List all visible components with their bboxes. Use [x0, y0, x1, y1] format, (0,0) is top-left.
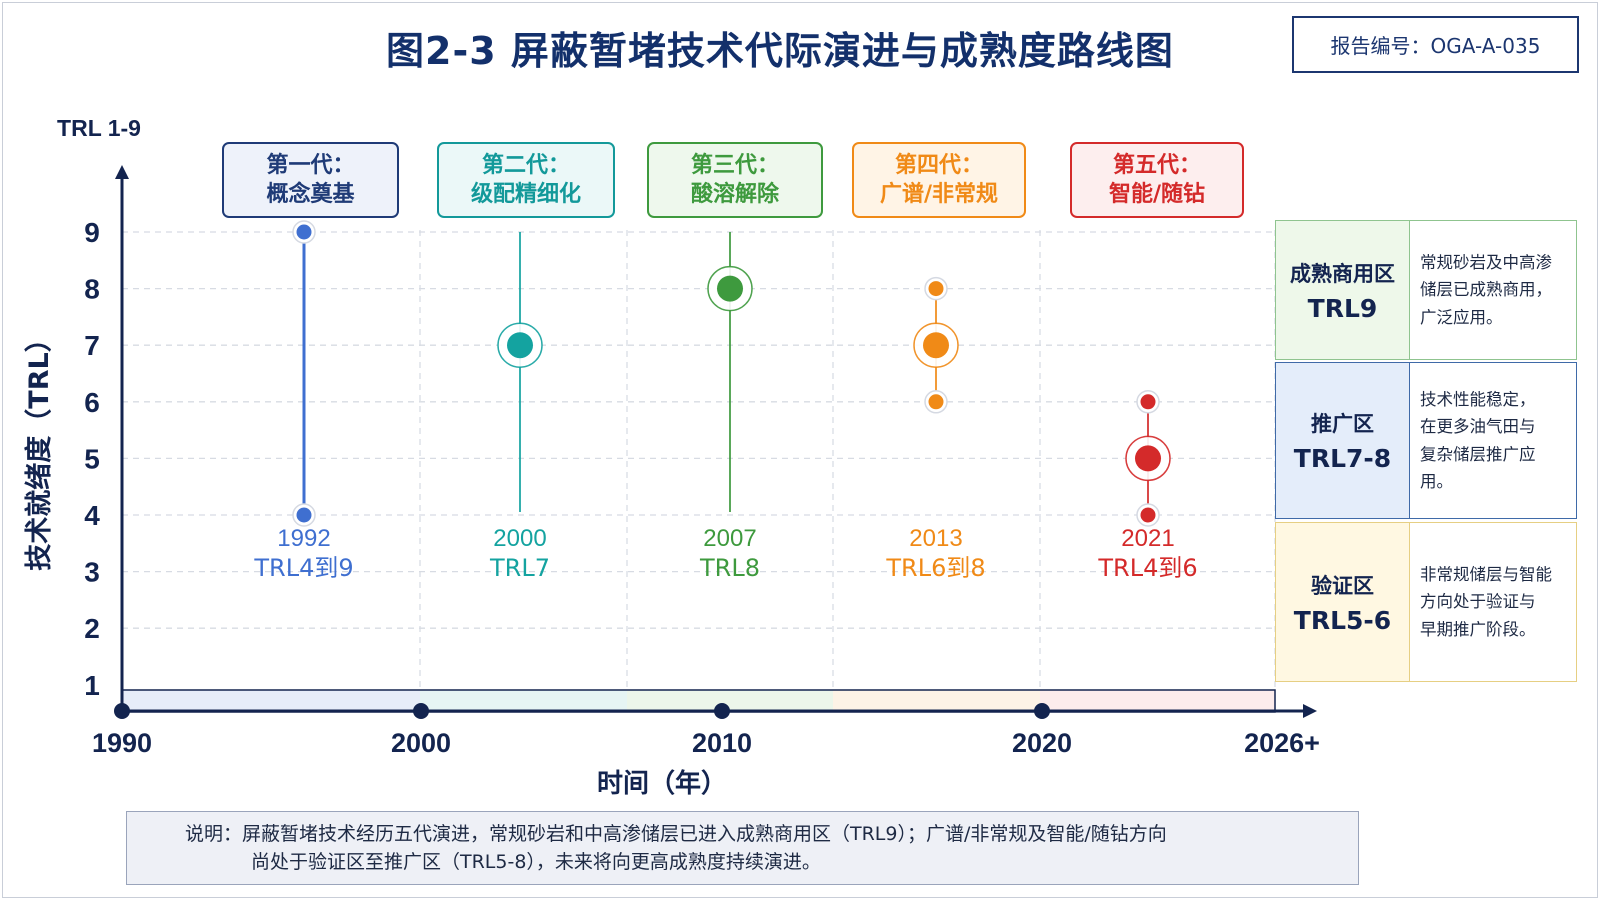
point-2013-6: [928, 394, 944, 410]
data-trl-label-2013: TRL6到8: [885, 554, 985, 582]
report-number-badge: 报告编号：OGA-A-035: [1292, 16, 1579, 73]
data-year-label-2007: 2007: [703, 525, 756, 552]
data-trl-label-2000: TRL7: [489, 554, 550, 582]
zone-trl: TRL7-8: [1293, 444, 1392, 473]
point-1992-4: [296, 507, 312, 523]
generation-box-4: 第四代： 广谱/非常规: [852, 142, 1026, 218]
y-tick-label-7: 7: [84, 330, 100, 361]
generation-theme: 广谱/非常规: [879, 182, 999, 207]
x-tick-dot-2010: [714, 703, 730, 719]
generation-title: 第三代：: [690, 152, 779, 178]
page-title: 图2-3 屏蔽暂堵技术代际演进与成熟度路线图: [386, 29, 1174, 73]
x-tick-dot-2020: [1034, 703, 1050, 719]
y-axis-top-label: TRL 1-9: [57, 115, 141, 141]
point-1992-9: [296, 224, 312, 240]
zone-description-line: 在更多油气田与: [1420, 417, 1536, 437]
zone-description: 技术性能稳定， 在更多油气田与复杂储层推广应用。: [1410, 363, 1576, 518]
x-tick-label-2026+: 2026+: [1244, 728, 1320, 758]
data-year-label-2000: 2000: [493, 525, 546, 552]
era-band-0: [122, 690, 420, 712]
zone-description: 非常规储层与智能 方向处于验证与 早期推广阶段。: [1410, 523, 1576, 681]
x-tick-label-1990: 1990: [92, 728, 152, 758]
x-tick-dot-1990: [114, 703, 130, 719]
y-tick-label-5: 5: [84, 443, 100, 474]
point-2007-8: [717, 275, 743, 302]
y-tick-label-9: 9: [84, 217, 100, 248]
generation-box-1: 第一代： 概念奠基: [222, 142, 399, 218]
zone-label: 成熟商用区 TRL9: [1276, 221, 1410, 359]
zone-label: 验证区 TRL5-6: [1276, 523, 1410, 681]
generation-theme: 酸溶解除: [690, 182, 779, 207]
generation-title: 第二代：: [481, 152, 570, 178]
era-band-2: [627, 690, 833, 712]
data-year-label-1992: 1992: [277, 525, 330, 552]
y-tick-label-8: 8: [84, 274, 100, 305]
generation-theme: 级配精细化: [470, 182, 581, 207]
note-line-1: 说明：屏蔽暂堵技术经历五代演进，常规砂岩和中高渗储层已进入成熟商用区（TRL9）…: [185, 823, 1167, 845]
generation-theme: 概念奠基: [266, 182, 355, 207]
generation-title: 第四代：: [894, 152, 983, 178]
generation-title: 第一代：: [266, 152, 355, 178]
data-trl-label-1992: TRL4到9: [253, 554, 353, 582]
zone-description-line: 复杂储层推广应用。: [1420, 444, 1536, 491]
zone-name: 成熟商用区: [1290, 261, 1395, 286]
point-2021-5: [1135, 445, 1161, 472]
generation-box-5: 第五代： 智能/随钻: [1070, 142, 1244, 218]
zone-description-line: 早期推广阶段。: [1420, 619, 1536, 639]
zone-description-line: 广泛应用。: [1420, 307, 1503, 327]
era-band-4: [1040, 690, 1275, 712]
data-trl-label-2007: TRL8: [699, 554, 760, 582]
y-tick-label-4: 4: [84, 500, 100, 531]
generation-box-3: 第三代： 酸溶解除: [647, 142, 823, 218]
zone-trl: TRL9: [1307, 293, 1378, 323]
zone-3: 验证区 TRL5-6 非常规储层与智能 方向处于验证与 早期推广阶段。: [1275, 522, 1577, 682]
y-axis-title: 技术就绪度（TRL）: [23, 325, 55, 570]
generation-title: 第五代：: [1112, 152, 1201, 178]
zone-name: 推广区: [1311, 412, 1374, 436]
data-trl-label-2021: TRL4到6: [1097, 554, 1197, 582]
note-line-2: 尚处于验证区至推广区（TRL5-8），未来将向更高成熟度持续演进。: [251, 851, 821, 873]
point-2021-4: [1140, 507, 1156, 523]
y-tick-label-2: 2: [84, 613, 100, 644]
x-tick-label-2010: 2010: [692, 728, 752, 758]
era-band-3: [833, 690, 1040, 712]
y-tick-label-6: 6: [84, 387, 100, 418]
generation-theme: 智能/随钻: [1108, 182, 1206, 207]
y-tick-label-3: 3: [84, 557, 100, 588]
zone-description: 常规砂岩及中高渗 储层已成熟商用， 广泛应用。: [1410, 221, 1576, 359]
zone-trl: TRL5-6: [1293, 605, 1392, 635]
zone-name: 验证区: [1311, 573, 1374, 598]
point-2000-7: [507, 332, 533, 359]
generation-box-2: 第二代： 级配精细化: [437, 142, 615, 218]
x-tick-label-2020: 2020: [1012, 728, 1072, 758]
era-band-1: [420, 690, 627, 712]
x-tick-dot-2000: [413, 703, 429, 719]
zone-description-line: 储层已成熟商用，: [1420, 280, 1552, 300]
point-2021-6: [1140, 394, 1156, 410]
explanation-note: 说明：屏蔽暂堵技术经历五代演进，常规砂岩和中高渗储层已进入成熟商用区（TRL9）…: [126, 811, 1359, 885]
zone-description-line: 非常规储层与智能: [1420, 565, 1552, 585]
data-year-label-2013: 2013: [909, 525, 962, 552]
data-year-label-2021: 2021: [1121, 525, 1174, 552]
zone-label: 推广区 TRL7-8: [1276, 363, 1410, 518]
y-tick-label-1: 1: [84, 670, 100, 701]
zone-1: 成熟商用区 TRL9 常规砂岩及中高渗 储层已成熟商用， 广泛应用。: [1275, 220, 1577, 360]
x-axis-title: 时间（年）: [597, 768, 727, 799]
point-2013-7: [923, 332, 949, 359]
zone-description-line: 常规砂岩及中高渗: [1420, 253, 1552, 273]
point-2013-8: [928, 281, 944, 297]
zone-description-line: 方向处于验证与: [1420, 592, 1536, 612]
zone-2: 推广区 TRL7-8 技术性能稳定， 在更多油气田与复杂储层推广应用。: [1275, 362, 1577, 519]
x-tick-label-2000: 2000: [391, 728, 451, 758]
zone-description-line: 技术性能稳定，: [1420, 390, 1536, 410]
